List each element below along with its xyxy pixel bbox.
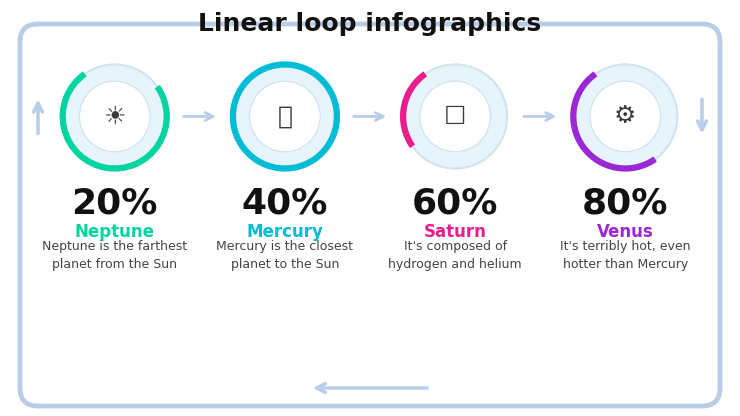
Text: ⌕: ⌕ — [278, 104, 292, 129]
Text: Neptune is the farthest
planet from the Sun: Neptune is the farthest planet from the … — [42, 240, 187, 272]
Text: It's terribly hot, even
hotter than Mercury: It's terribly hot, even hotter than Merc… — [560, 240, 690, 272]
Text: Venus: Venus — [597, 223, 653, 241]
Circle shape — [420, 81, 491, 152]
Text: Linear loop infographics: Linear loop infographics — [198, 12, 542, 36]
Circle shape — [249, 81, 320, 152]
Circle shape — [63, 64, 166, 168]
Text: Mercury: Mercury — [246, 223, 323, 241]
Text: 20%: 20% — [72, 186, 158, 220]
Circle shape — [590, 81, 661, 152]
Text: It's composed of
hydrogen and helium: It's composed of hydrogen and helium — [388, 240, 522, 272]
Circle shape — [574, 64, 677, 168]
Circle shape — [79, 81, 150, 152]
Text: 40%: 40% — [242, 186, 328, 220]
Text: 60%: 60% — [412, 186, 498, 220]
Text: ☐: ☐ — [444, 104, 466, 129]
Text: Neptune: Neptune — [75, 223, 155, 241]
Text: 80%: 80% — [582, 186, 668, 220]
Circle shape — [403, 64, 507, 168]
Text: ☀: ☀ — [104, 104, 126, 129]
Text: Mercury is the closest
planet to the Sun: Mercury is the closest planet to the Sun — [216, 240, 354, 272]
Circle shape — [233, 64, 337, 168]
Text: ⚙: ⚙ — [614, 104, 636, 129]
Text: Saturn: Saturn — [424, 223, 486, 241]
